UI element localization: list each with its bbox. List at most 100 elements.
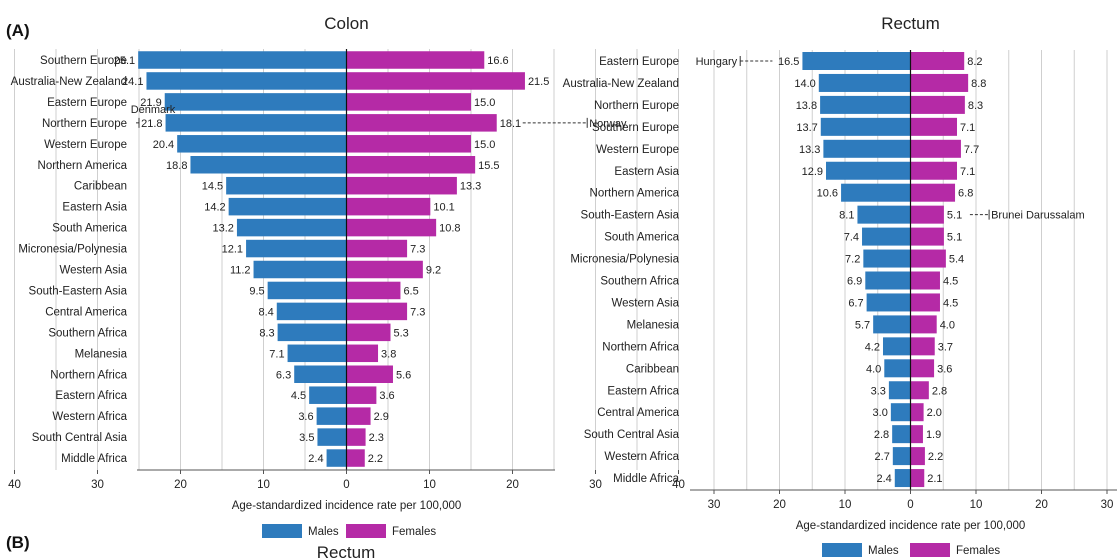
bar-females <box>346 176 457 195</box>
value-label-females: 2.0 <box>927 407 942 419</box>
value-label-females: 7.7 <box>964 144 979 156</box>
bar-females <box>910 227 944 246</box>
value-label-females: 3.7 <box>938 341 953 353</box>
bar-males <box>888 381 911 400</box>
value-label-males: 9.5 <box>249 285 264 297</box>
value-label-males: 7.1 <box>269 348 284 360</box>
x-tick-label: 0 <box>343 479 349 491</box>
value-label-males: 2.7 <box>875 451 890 463</box>
value-label-males: 20.4 <box>153 139 174 151</box>
value-label-females: 4.5 <box>943 297 958 309</box>
bar-females <box>346 386 377 404</box>
bar-males <box>177 135 347 153</box>
value-label-males: 2.4 <box>308 453 323 465</box>
bar-males <box>253 260 347 279</box>
category-label: Western Africa <box>52 411 127 423</box>
bar-females <box>910 293 940 312</box>
value-label-females: 3.6 <box>379 390 394 402</box>
value-label-males: 10.6 <box>817 188 838 200</box>
value-label-males: 4.0 <box>866 363 881 375</box>
bar-males <box>820 95 911 114</box>
panel-label-a: (A) <box>6 21 30 40</box>
category-label: Northern Africa <box>602 341 679 353</box>
x-tick-label: 10 <box>839 499 852 511</box>
bar-females <box>346 449 365 467</box>
value-label-males: 3.3 <box>871 385 886 397</box>
value-label-females: 9.2 <box>426 265 441 277</box>
category-label: Middle Africa <box>61 453 127 465</box>
category-label: Eastern Africa <box>55 390 127 402</box>
bar-females <box>910 161 958 180</box>
category-label: Northern Africa <box>50 369 127 381</box>
bar-females <box>910 425 923 444</box>
x-tick-label: 0 <box>907 499 913 511</box>
value-label-females: 5.1 <box>947 232 962 244</box>
x-tick-label: 40 <box>672 479 685 491</box>
value-label-males: 7.4 <box>844 232 859 244</box>
bar-males <box>873 315 911 334</box>
x-tick-label: 20 <box>1035 499 1048 511</box>
x-axis-title: Age-standardized incidence rate per 100,… <box>232 500 462 512</box>
value-label-females: 2.2 <box>928 451 943 463</box>
bar-males <box>317 428 347 446</box>
category-label: Northern America <box>38 160 128 172</box>
bar-males <box>865 271 911 290</box>
bar-males <box>884 359 911 378</box>
bar-females <box>910 315 937 334</box>
x-tick-label: 30 <box>708 499 721 511</box>
annotation-label: Norway <box>589 118 627 130</box>
bar-males <box>862 227 911 246</box>
bar-males <box>892 447 911 466</box>
bar-males <box>236 218 347 237</box>
x-axis-title: Age-standardized incidence rate per 100,… <box>796 520 1026 532</box>
bar-females <box>910 73 969 92</box>
bar-males <box>246 239 347 258</box>
value-label-males: 13.8 <box>796 100 817 112</box>
value-label-females: 5.3 <box>393 327 408 339</box>
value-label-females: 3.6 <box>937 363 952 375</box>
panel-label-b: (B) <box>6 533 30 552</box>
bar-males <box>277 323 347 342</box>
value-label-males: 7.2 <box>845 254 860 266</box>
category-label: Western Africa <box>604 451 679 463</box>
category-label: Northern America <box>590 188 680 200</box>
category-label: South-Eastern Asia <box>29 285 128 297</box>
value-label-females: 6.8 <box>958 188 973 200</box>
value-label-males: 3.6 <box>298 411 313 423</box>
value-label-females: 6.5 <box>403 285 418 297</box>
value-label-males: 14.0 <box>794 78 815 90</box>
value-label-males: 13.3 <box>799 144 820 156</box>
category-label: Western Europe <box>596 144 679 156</box>
legend-swatch-females <box>910 543 950 557</box>
x-tick-label: 10 <box>970 499 983 511</box>
bar-males <box>866 293 911 312</box>
value-label-females: 13.3 <box>460 181 481 193</box>
bar-females <box>910 381 929 400</box>
bar-females <box>910 183 956 202</box>
value-label-males: 14.2 <box>204 202 225 214</box>
value-label-females: 10.8 <box>439 223 460 235</box>
category-label: Caribbean <box>626 363 679 375</box>
value-label-females: 2.8 <box>932 385 947 397</box>
bar-females <box>910 447 925 466</box>
bar-females <box>346 428 366 446</box>
partial-chart-title: Rectum <box>317 543 376 560</box>
bar-males <box>276 302 347 321</box>
value-label-females: 8.8 <box>971 78 986 90</box>
bar-males <box>841 183 911 202</box>
value-label-males: 6.7 <box>848 297 863 309</box>
value-label-females: 15.0 <box>474 97 495 109</box>
x-tick-label: 40 <box>8 479 21 491</box>
category-label: Eastern Asia <box>62 202 127 214</box>
value-label-males: 8.1 <box>839 210 854 222</box>
bar-females <box>346 365 393 383</box>
category-label: Australia-New Zealand <box>11 76 127 88</box>
value-label-males: 11.2 <box>230 265 251 277</box>
bar-females <box>346 407 371 425</box>
category-label: Melanesia <box>627 319 680 331</box>
bar-males <box>267 281 347 300</box>
legend-label-females: Females <box>392 526 436 538</box>
category-label: Caribbean <box>74 181 127 193</box>
annotation-label: Denmark <box>131 104 176 116</box>
